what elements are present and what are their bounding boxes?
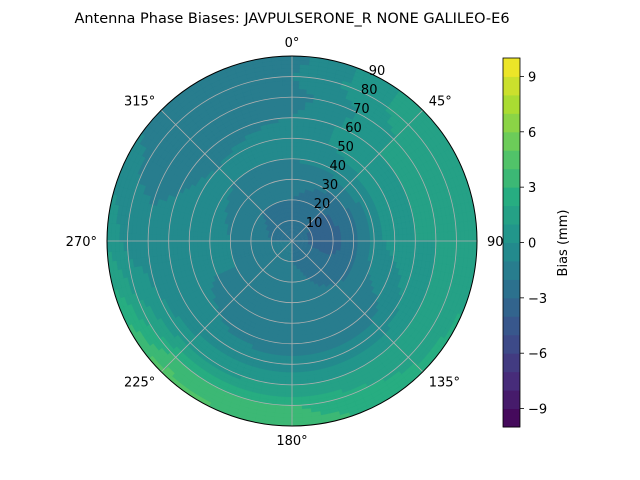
chart-title: Antenna Phase Biases: JAVPULSERONE_R NON… [74, 11, 509, 27]
